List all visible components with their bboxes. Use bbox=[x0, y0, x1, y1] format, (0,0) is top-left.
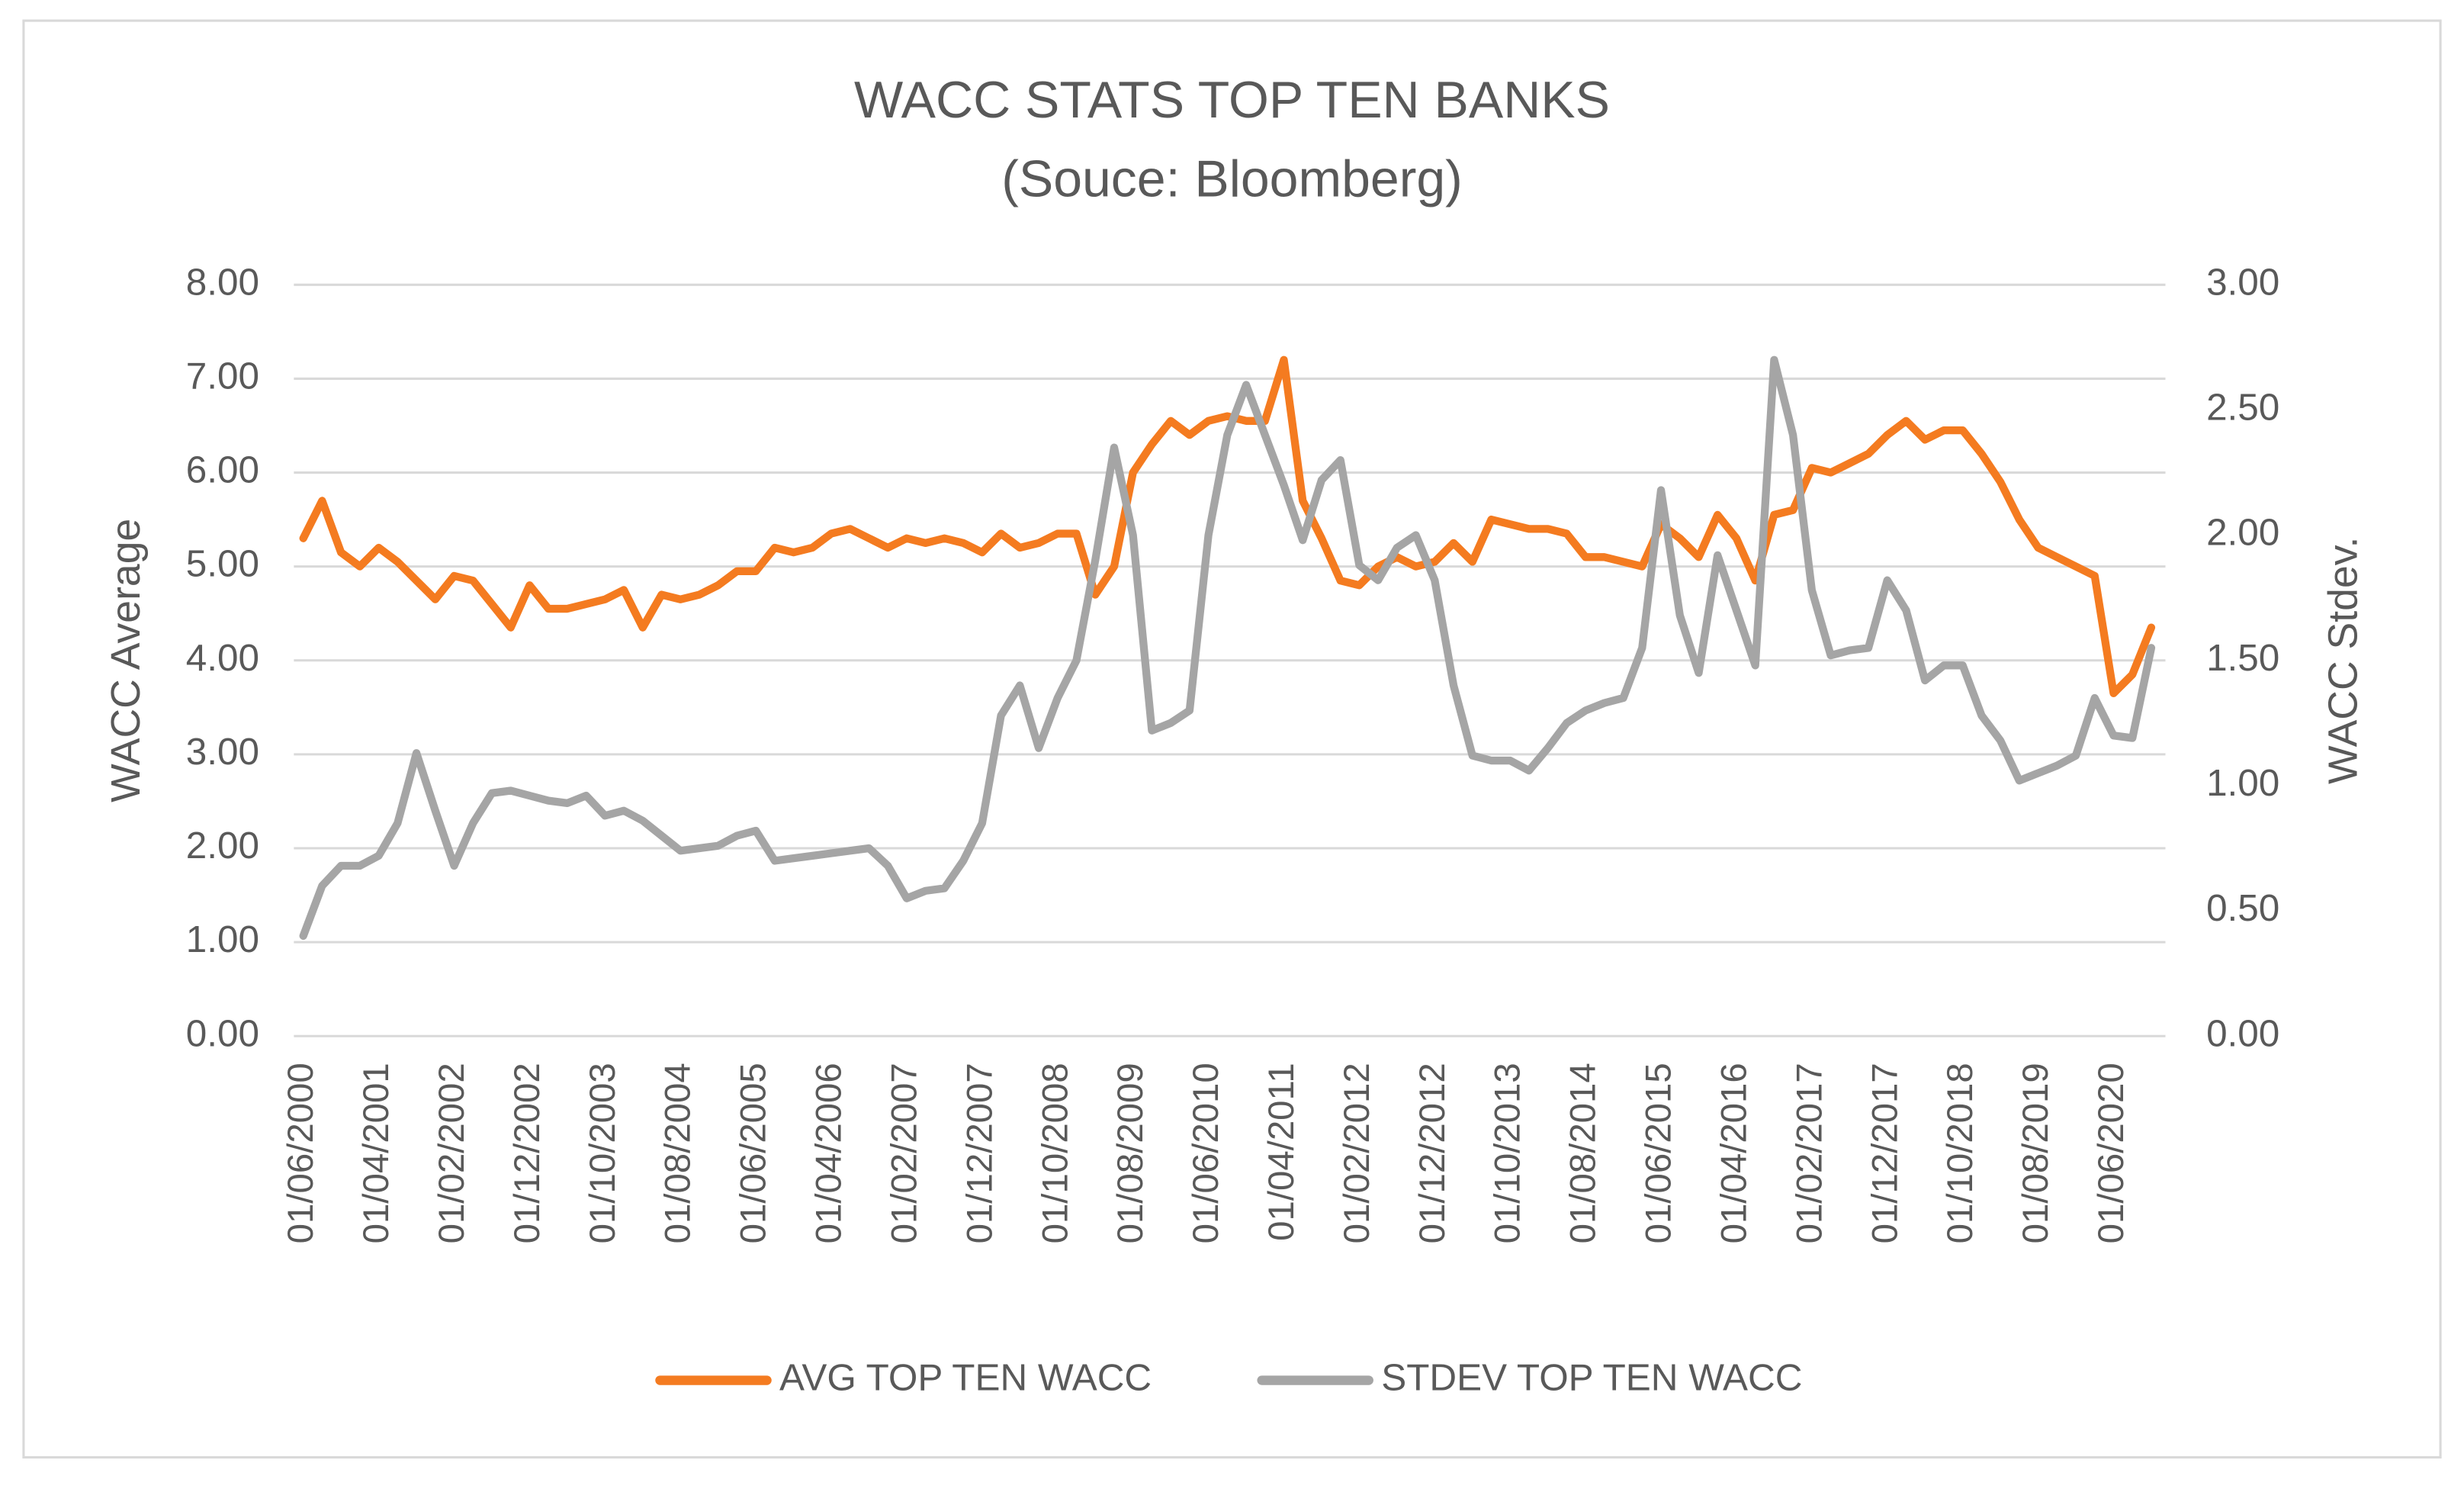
y2-tick-label: 0.00 bbox=[2206, 1012, 2279, 1054]
x-tick-label: 01/08/2004 bbox=[658, 1063, 699, 1243]
x-tick-label: 01/08/2019 bbox=[2016, 1063, 2056, 1243]
y2-tick-label: 2.00 bbox=[2206, 512, 2279, 554]
y-tick-label: 2.00 bbox=[186, 825, 259, 867]
chart-title: WACC STATS TOP TEN BANKS bbox=[854, 71, 1610, 129]
x-tick-label: 01/06/2010 bbox=[1186, 1063, 1226, 1243]
x-tick-label: 01/10/2013 bbox=[1488, 1063, 1528, 1243]
y-tick-label: 1.00 bbox=[186, 918, 259, 960]
data-line bbox=[299, 355, 2156, 941]
x-tick-label: 01/04/2001 bbox=[356, 1063, 397, 1243]
y-tick-label: 6.00 bbox=[186, 449, 259, 491]
y2-tick-label: 0.50 bbox=[2206, 887, 2279, 929]
x-tick-label: 01/12/2002 bbox=[507, 1063, 548, 1243]
x-tick-label: 01/04/2011 bbox=[1261, 1063, 1302, 1241]
x-tick-label: 01/10/2008 bbox=[1035, 1063, 1075, 1243]
y-tick-label: 7.00 bbox=[186, 355, 259, 397]
legend-label: AVG TOP TEN WACC bbox=[779, 1357, 1152, 1399]
x-tick-label: 01/02/2012 bbox=[1337, 1063, 1377, 1243]
y-tick-label: 0.00 bbox=[186, 1012, 259, 1054]
y-tick-label: 4.00 bbox=[186, 637, 259, 679]
x-tick-label: 01/04/2016 bbox=[1714, 1063, 1754, 1243]
chart-frame bbox=[22, 19, 2442, 1459]
x-tick-label: 01/06/2005 bbox=[734, 1063, 774, 1243]
x-tick-label: 01/06/2020 bbox=[2091, 1063, 2132, 1243]
x-tick-label: 01/04/2006 bbox=[809, 1063, 850, 1243]
x-tick-label: 01/08/2014 bbox=[1563, 1063, 1604, 1243]
y2-tick-label: 1.00 bbox=[2206, 762, 2279, 804]
x-tick-label: 01/08/2009 bbox=[1110, 1063, 1151, 1243]
x-tick-label: 01/06/2000 bbox=[281, 1063, 321, 1243]
x-tick-label: 01/02/2007 bbox=[884, 1063, 924, 1243]
chart-subtitle: (Souce: Bloomberg) bbox=[1001, 150, 1463, 207]
y-tick-label: 3.00 bbox=[186, 731, 259, 773]
y2-tick-label: 1.50 bbox=[2206, 637, 2279, 679]
y-axis-label: WACC Average bbox=[104, 519, 149, 802]
y-tick-label: 8.00 bbox=[186, 261, 259, 303]
x-tick-label: 01/12/2007 bbox=[959, 1063, 1000, 1243]
x-tick-label: 01/10/2018 bbox=[1940, 1063, 1981, 1243]
x-tick-label: 01/10/2003 bbox=[583, 1063, 623, 1243]
x-tick-label: 01/12/2017 bbox=[1865, 1063, 1905, 1243]
legend-label: STDEV TOP TEN WACC bbox=[1381, 1357, 1802, 1399]
x-tick-label: 01/06/2015 bbox=[1639, 1063, 1679, 1243]
x-tick-label: 01/02/2017 bbox=[1789, 1063, 1830, 1243]
y2-tick-label: 2.50 bbox=[2206, 387, 2279, 429]
y2-axis-label: WACC Stdev. bbox=[2321, 537, 2366, 784]
y2-tick-label: 3.00 bbox=[2206, 261, 2279, 303]
x-tick-label: 01/02/2002 bbox=[432, 1063, 472, 1243]
data-line bbox=[299, 355, 2156, 697]
y-tick-label: 5.00 bbox=[186, 543, 259, 585]
x-tick-label: 01/12/2012 bbox=[1412, 1063, 1453, 1243]
